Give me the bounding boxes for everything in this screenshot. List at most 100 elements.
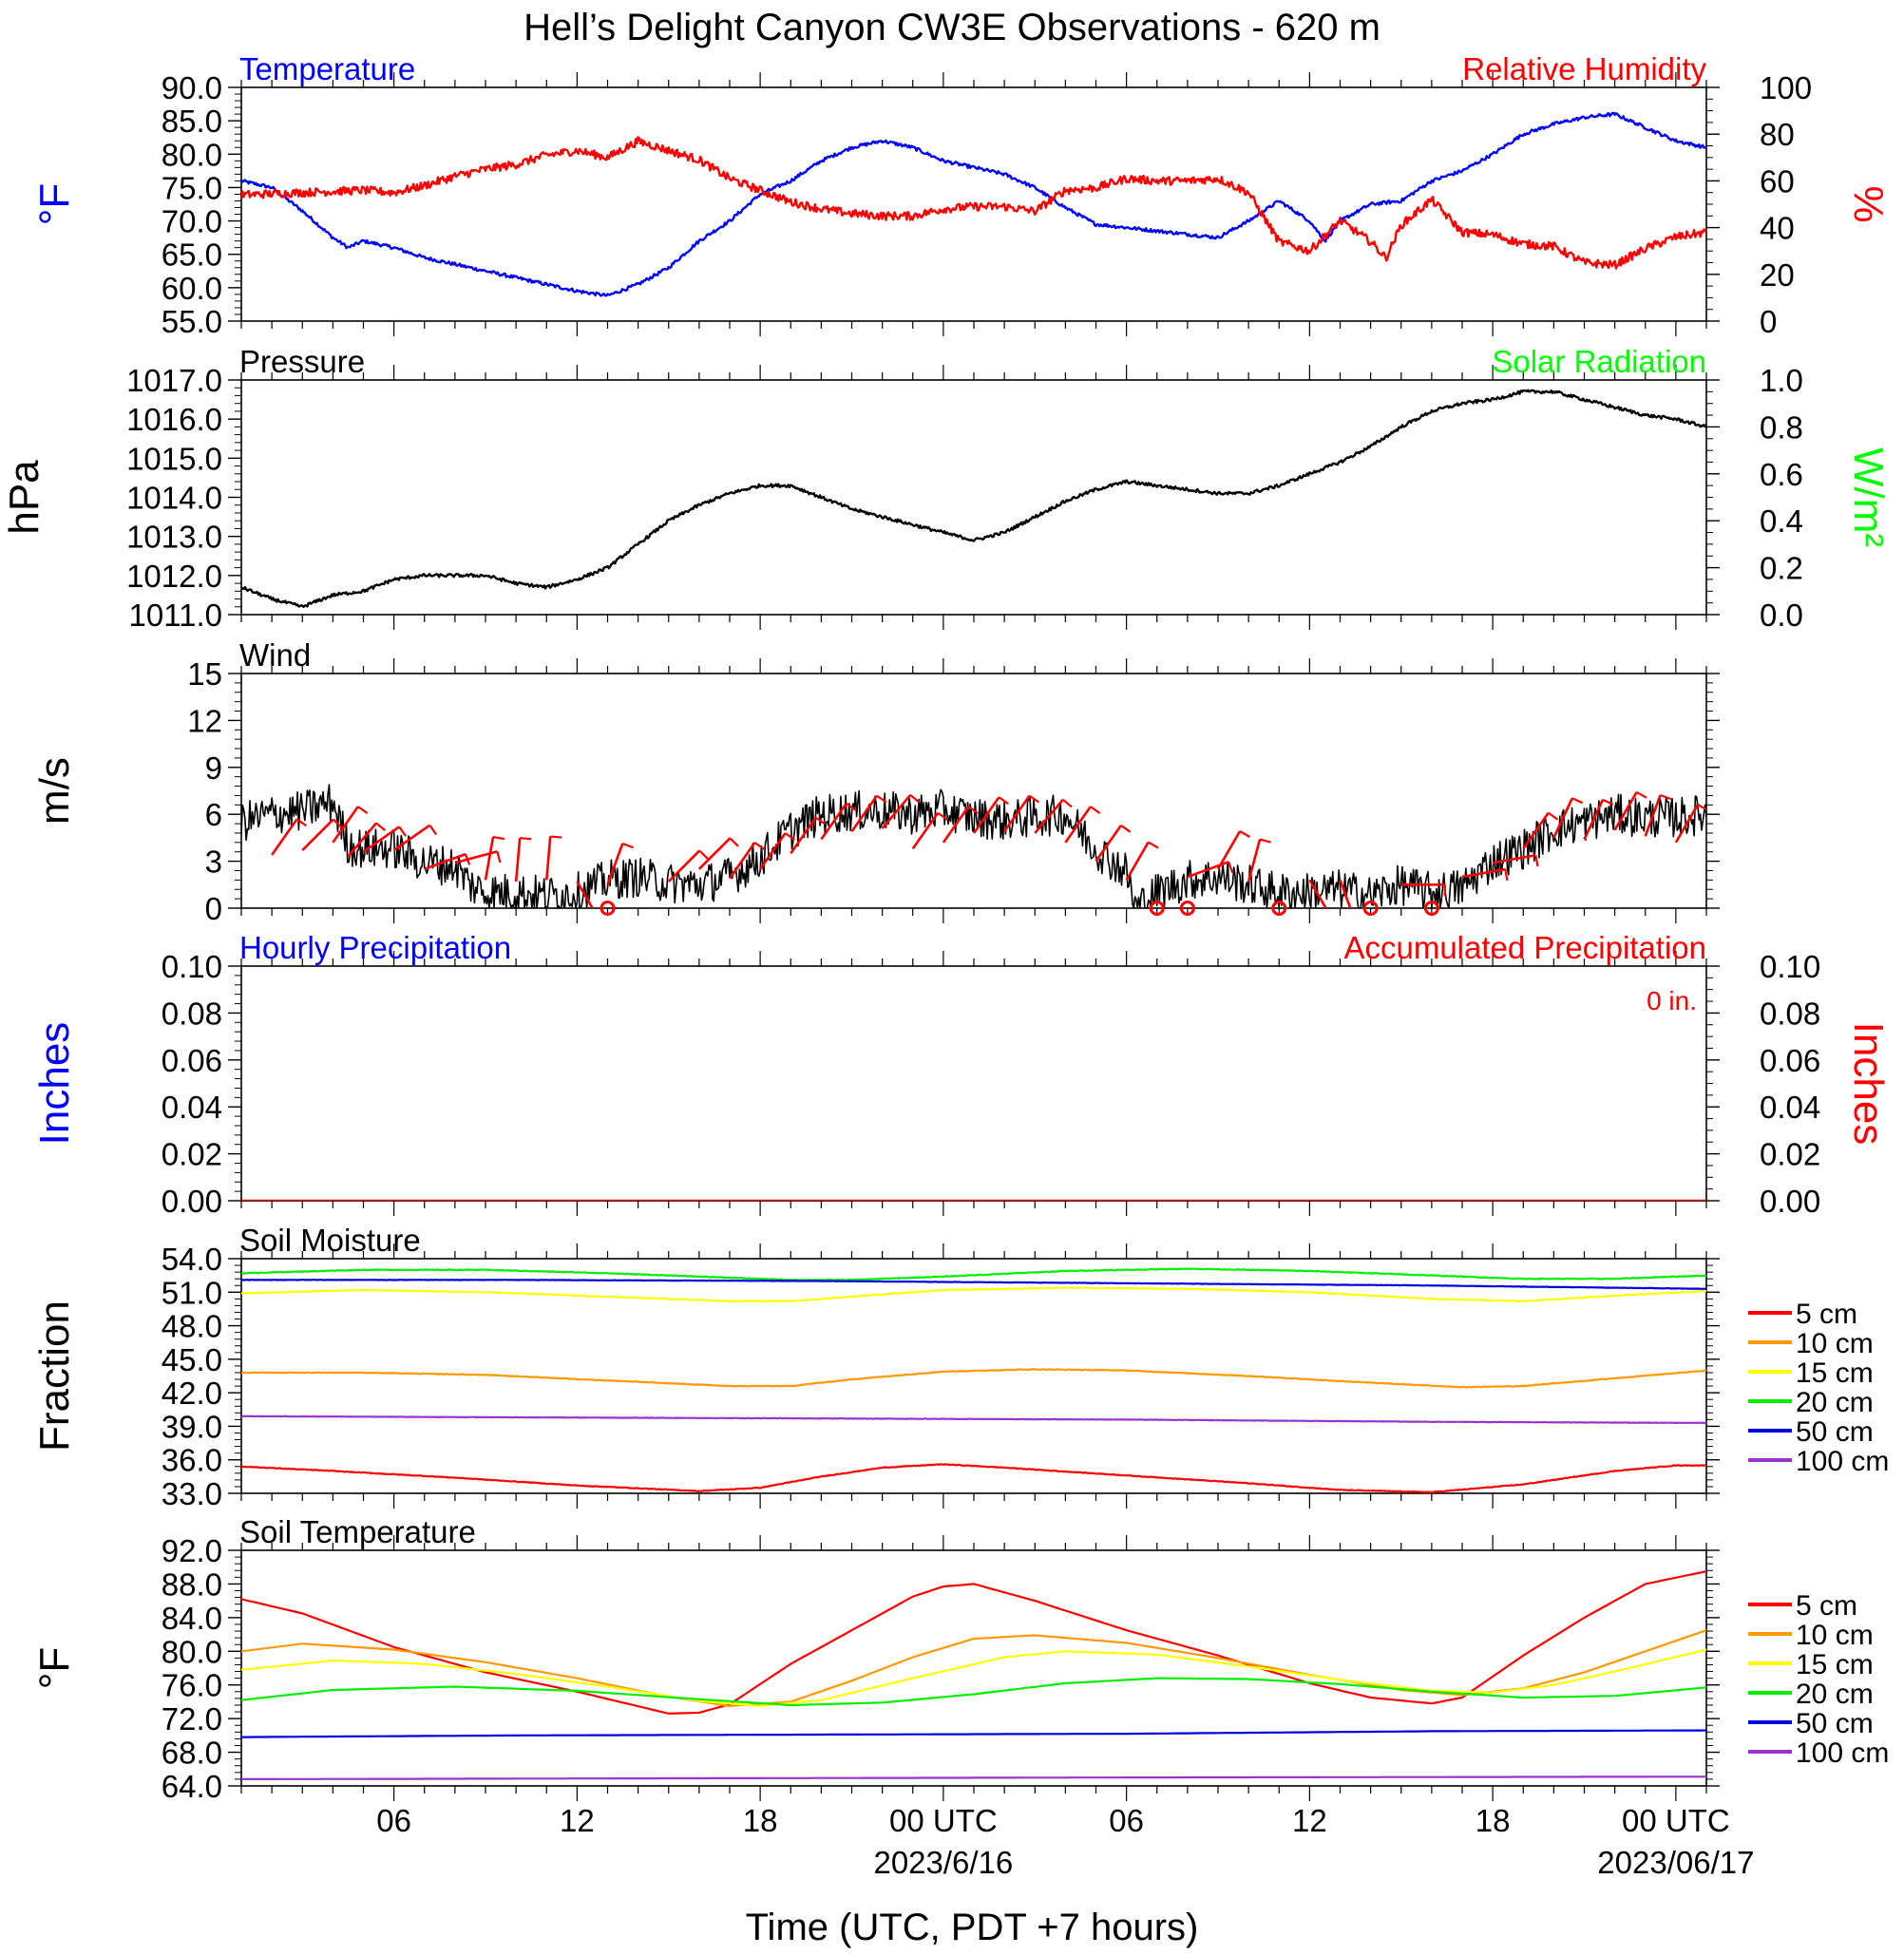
y-tick-label: 72.0 (162, 1701, 222, 1737)
wind-barb-flag (1548, 811, 1559, 821)
series-10-cm (241, 1629, 1706, 1707)
wind-barb-flag (1062, 798, 1073, 808)
wind-barb (1247, 839, 1262, 883)
y-axis-label-right: % (1845, 185, 1892, 222)
y-tick-label: 0 (205, 891, 222, 926)
y-right-tick-label: 100 (1760, 70, 1812, 105)
y-tick-label: 55.0 (162, 304, 222, 339)
panel-title-left: Hourly Precipitation (239, 930, 511, 965)
wind-barb (362, 826, 400, 853)
wind-barb (850, 794, 878, 833)
wind-barb-flag (492, 835, 505, 841)
legend-label: 100 cm (1796, 1446, 1889, 1477)
y-tick-label: 68.0 (162, 1736, 222, 1771)
y-tick-label: 33.0 (162, 1476, 222, 1511)
wind-barb-flag (357, 806, 369, 814)
wind-barb-flag (729, 837, 739, 847)
legend-label: 10 cm (1796, 1620, 1874, 1651)
legend-label: 15 cm (1796, 1357, 1874, 1389)
wind-barb (301, 818, 334, 851)
y-axis-label-left: m/s (31, 757, 78, 825)
y-tick-label: 60.0 (162, 271, 222, 306)
wind-barb-flag (1602, 798, 1614, 806)
wind-barb (1674, 804, 1700, 844)
wind-barb (424, 852, 466, 871)
wind-barb (1461, 867, 1506, 879)
wind-barb (1216, 830, 1242, 870)
y-tick-label: 0.04 (162, 1090, 222, 1125)
wind-barb-flag (621, 843, 634, 849)
x-tick-label: 00 UTC (1622, 1803, 1730, 1838)
wind-barb-flag (428, 825, 438, 836)
panel-soil-moisture: 54.051.048.045.042.039.036.033.0 Soil Moi… (31, 1223, 1889, 1511)
y-tick-label: 42.0 (162, 1376, 222, 1411)
wind-barb (347, 822, 378, 858)
calm-wind-marker (1179, 901, 1195, 916)
wind-barb-flag (753, 842, 765, 850)
legend-label: 20 cm (1796, 1679, 1874, 1710)
wind-barb-flag (937, 811, 948, 821)
wind-barb (1492, 853, 1536, 864)
y-right-tick-label: 0.2 (1760, 551, 1803, 586)
wind-barb (1034, 798, 1064, 834)
wind-barb (911, 812, 940, 850)
wind-barb (1003, 794, 1031, 833)
legend-label: 100 cm (1796, 1737, 1889, 1769)
chart-title: Hell’s Delight Canyon CW3E Observations … (524, 7, 1380, 48)
y-axis-label-left: Fraction (31, 1300, 78, 1452)
wind-barb (1064, 806, 1092, 844)
wind-barb-flag (375, 822, 386, 831)
y-axis-label-left: °F (31, 1647, 78, 1689)
series-20-cm (241, 1677, 1706, 1707)
wind-barb-flag (496, 851, 502, 864)
series-5-cm (241, 1570, 1706, 1715)
wind-barb (484, 836, 495, 881)
accumulated-precip-value: 0 in. (1647, 986, 1697, 1015)
legend-label: 10 cm (1796, 1328, 1874, 1359)
calm-wind-marker (1149, 901, 1165, 916)
y-tick-label: 92.0 (162, 1533, 222, 1568)
wind-barb (514, 838, 522, 883)
y-tick-label: 76.0 (162, 1668, 222, 1703)
y-tick-label: 51.0 (162, 1275, 222, 1310)
y-tick-label: 36.0 (162, 1443, 222, 1478)
wind-barb (544, 836, 552, 881)
plot-area (241, 1570, 1706, 1780)
x-tick-label: 06 (376, 1803, 411, 1838)
wind-barb (759, 832, 787, 870)
wind-barb-flag (876, 794, 887, 804)
series-50-cm (241, 1279, 1706, 1290)
wind-barb-flag (698, 849, 709, 860)
y-tick-label: 0.00 (162, 1184, 222, 1219)
y-axis-label-right: Inches (1845, 1022, 1892, 1146)
wind-barb-flag (1120, 825, 1132, 833)
wind-barb (1552, 797, 1573, 839)
legend-label: 50 cm (1796, 1708, 1874, 1739)
wind-barb (1125, 841, 1150, 882)
y-tick-label: 65.0 (162, 237, 222, 273)
y-tick-label: 48.0 (162, 1309, 222, 1344)
y-tick-label: 1014.0 (126, 481, 222, 516)
y-axis-label-left: hPa (1, 460, 48, 535)
wind-barb-flag (550, 835, 562, 839)
y-tick-label: 80.0 (162, 137, 222, 172)
wind-barb (728, 842, 756, 880)
y-tick-label: 64.0 (162, 1769, 222, 1804)
calm-wind-marker (1423, 901, 1439, 916)
wind-barb (1644, 794, 1662, 837)
wind-barb (790, 816, 817, 855)
plot-area (241, 389, 1706, 608)
y-right-tick-label: 0.10 (1760, 949, 1820, 984)
wind-barb (820, 803, 847, 841)
x-tick-label: 06 (1109, 1803, 1144, 1838)
wind-barb-flag (998, 796, 1009, 806)
y-right-tick-label: 60 (1760, 163, 1795, 199)
x-tick-label: 00 UTC (889, 1803, 998, 1838)
y-tick-label: 1015.0 (126, 441, 222, 476)
calm-wind-marker (600, 901, 616, 916)
y-tick-label: 70.0 (162, 204, 222, 239)
panel-precipitation: 0.10 0.08 0.06 0.04 0.02 0.00 0.10 0.08 0.06 0.04… (31, 930, 1892, 1219)
wind-barb (1095, 825, 1122, 863)
series-relative-humidity (241, 136, 1706, 270)
